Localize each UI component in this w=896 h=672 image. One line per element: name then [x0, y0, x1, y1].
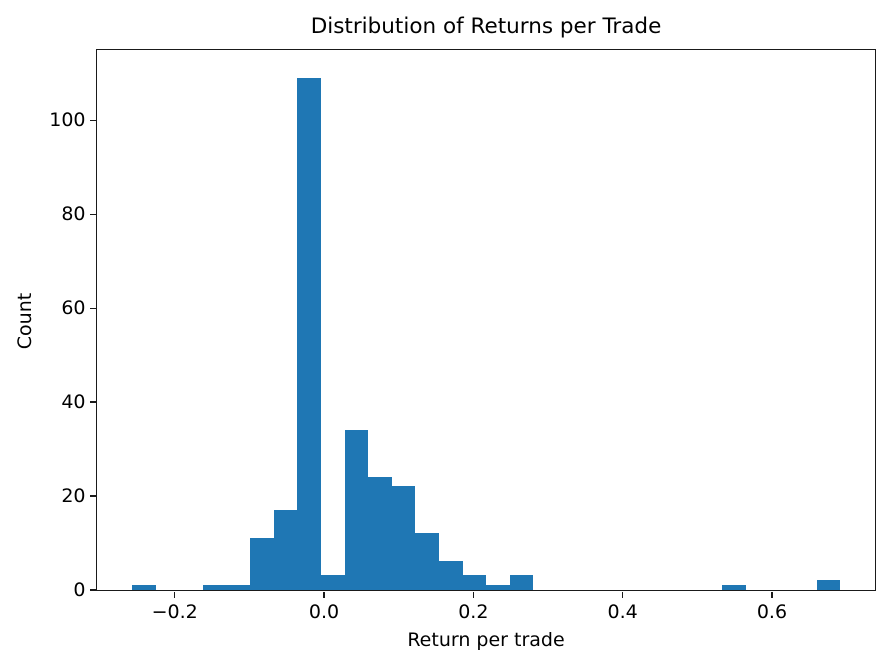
y-tick-mark [89, 213, 96, 216]
histogram-bar [368, 476, 392, 590]
y-axis-label: Count [14, 292, 36, 350]
x-tick-mark [173, 591, 176, 598]
y-tick-mark [89, 589, 96, 591]
y-tick-mark [89, 307, 96, 309]
x-tick-mark [472, 591, 475, 598]
x-tick-label: 0.6 [756, 601, 788, 623]
x-tick-label: 0.4 [607, 601, 638, 623]
histogram-bar [486, 584, 510, 590]
histogram-bar [273, 509, 298, 590]
histogram-bar [297, 77, 322, 590]
histogram-bar [509, 575, 534, 590]
histogram-bar [439, 561, 463, 590]
x-tick-label: 0.2 [458, 601, 489, 623]
histogram-bar [415, 533, 440, 590]
x-tick-mark [771, 591, 773, 598]
histogram-bar [203, 584, 227, 590]
histogram-bar [250, 537, 274, 590]
histogram-bar [462, 575, 487, 590]
histogram-bar [816, 580, 841, 590]
histogram-bar [132, 584, 156, 590]
y-tick-mark [89, 401, 96, 403]
y-tick-label: 40 [61, 391, 86, 414]
histogram-bar [391, 486, 416, 590]
x-tick-label: 0.0 [308, 601, 340, 623]
histogram-bar [344, 429, 369, 590]
histogram-bar [722, 584, 746, 590]
y-tick-mark [89, 119, 96, 122]
y-tick-label: 60 [61, 297, 86, 320]
y-tick-label: 100 [49, 109, 86, 132]
plot-area [95, 48, 876, 591]
x-tick-mark [621, 591, 624, 598]
x-tick-mark [323, 591, 325, 598]
x-tick-label: −0.2 [151, 601, 198, 623]
y-tick-label: 20 [61, 485, 86, 508]
histogram-bar [226, 584, 251, 590]
chart-title: Distribution of Returns per Trade [310, 14, 662, 39]
y-tick-label: 80 [61, 203, 86, 226]
y-tick-label: 0 [73, 579, 86, 601]
histogram-bar [321, 575, 345, 590]
x-axis-label: Return per trade [407, 629, 565, 651]
y-tick-mark [89, 495, 96, 497]
